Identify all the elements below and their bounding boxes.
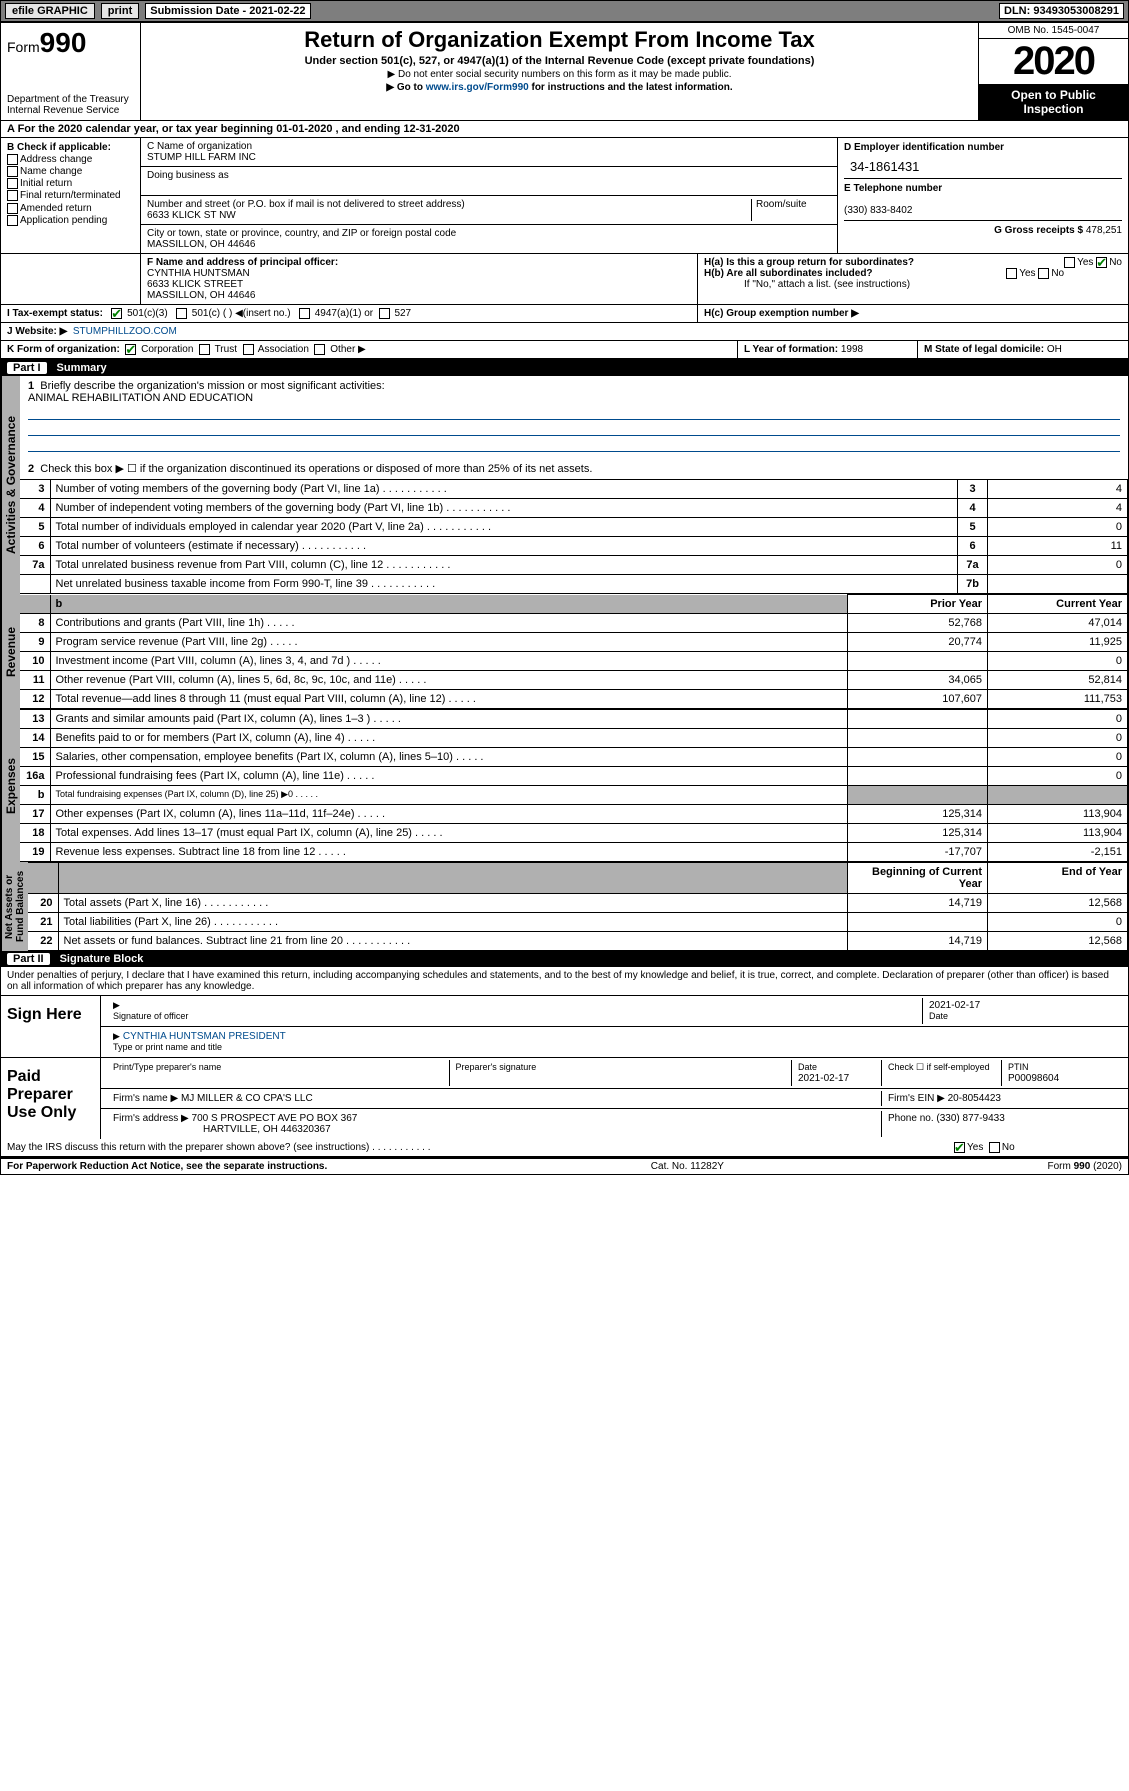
- dln-label: DLN: 93493053008291: [999, 3, 1124, 19]
- perjury-statement: Under penalties of perjury, I declare th…: [1, 967, 1128, 995]
- vtab-expenses: Expenses: [1, 709, 20, 862]
- dept-treasury: Department of the Treasury Internal Reve…: [7, 94, 134, 116]
- part2-header: Part II Signature Block: [1, 951, 1128, 967]
- form-footer: For Paperwork Reduction Act Notice, see …: [1, 1158, 1128, 1174]
- form-990-frame: Form990 Department of the Treasury Inter…: [0, 22, 1129, 1175]
- row-i: I Tax-exempt status: 501(c)(3) 501(c) ( …: [1, 305, 1128, 323]
- col-c-org-info: C Name of organization STUMP HILL FARM I…: [141, 138, 838, 253]
- officer-name-link[interactable]: CYNTHIA HUNTSMAN PRESIDENT: [123, 1031, 286, 1042]
- part1-header: Part I Summary: [1, 360, 1128, 376]
- tax-year: 2020: [979, 39, 1128, 84]
- gross-receipts: 478,251: [1086, 225, 1122, 236]
- ein-value: 34-1861431: [844, 153, 1122, 174]
- irs-link[interactable]: www.irs.gov/Form990: [426, 82, 529, 93]
- efile-button[interactable]: efile GRAPHIC: [5, 3, 95, 19]
- revenue-table: bPrior YearCurrent Year 8Contributions a…: [20, 594, 1128, 709]
- row-j: J Website: ▶ STUMPHILLZOO.COM: [1, 323, 1128, 341]
- col-b-checkboxes: B Check if applicable: Address change Na…: [1, 138, 141, 253]
- note-goto: ▶ Go to www.irs.gov/Form990 for instruct…: [149, 82, 970, 93]
- form-header: Form990 Department of the Treasury Inter…: [1, 23, 1128, 121]
- vtab-activities: Activities & Governance: [1, 376, 20, 594]
- expenses-table: 13Grants and similar amounts paid (Part …: [20, 709, 1128, 862]
- row-klm: K Form of organization: Corporation Trus…: [1, 341, 1128, 360]
- submission-date: Submission Date - 2021-02-22: [145, 3, 310, 19]
- website-link[interactable]: STUMPHILLZOO.COM: [73, 326, 177, 337]
- row-a-period: A For the 2020 calendar year, or tax yea…: [1, 121, 1128, 138]
- signature-section: Under penalties of perjury, I declare th…: [1, 967, 1128, 1158]
- paid-preparer-label: Paid Preparer Use Only: [1, 1058, 101, 1139]
- org-city: MASSILLON, OH 44646: [147, 239, 255, 250]
- org-name: STUMP HILL FARM INC: [147, 152, 256, 163]
- top-toolbar: efile GRAPHIC print Submission Date - 20…: [0, 0, 1129, 22]
- summary-table-top: 3Number of voting members of the governi…: [20, 479, 1128, 594]
- netassets-table: Beginning of Current YearEnd of Year 20T…: [28, 862, 1128, 951]
- org-address: 6633 KLICK ST NW: [147, 210, 236, 221]
- col-d-ein: D Employer identification number 34-1861…: [838, 138, 1128, 253]
- form-title: Return of Organization Exempt From Incom…: [149, 27, 970, 53]
- omb-number: OMB No. 1545-0047: [979, 23, 1128, 39]
- note-ssn: ▶ Do not enter social security numbers o…: [149, 69, 970, 80]
- telephone: (330) 833-8402: [844, 205, 912, 216]
- part1-body: Activities & Governance 1 Briefly descri…: [1, 376, 1128, 594]
- mission-text: ANIMAL REHABILITATION AND EDUCATION: [28, 392, 253, 404]
- row-fh: F Name and address of principal officer:…: [1, 254, 1128, 305]
- form-number: Form990: [7, 27, 134, 59]
- print-button[interactable]: print: [101, 3, 139, 19]
- form-subtitle: Under section 501(c), 527, or 4947(a)(1)…: [149, 55, 970, 67]
- section-bcd: B Check if applicable: Address change Na…: [1, 138, 1128, 254]
- vtab-netassets: Net Assets or Fund Balances: [1, 862, 28, 951]
- open-inspection: Open to Public Inspection: [979, 84, 1128, 120]
- sign-here-label: Sign Here: [1, 996, 101, 1057]
- vtab-revenue: Revenue: [1, 594, 20, 709]
